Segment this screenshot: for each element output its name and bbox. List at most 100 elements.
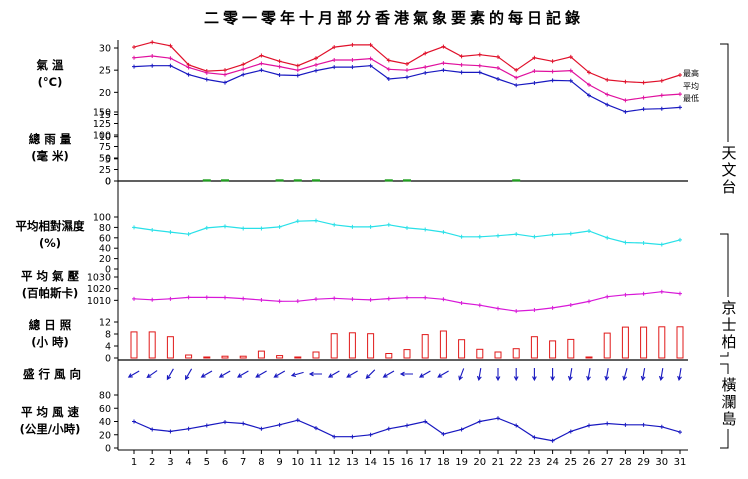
chart-title: 二零一零年十月部分香港氣象要素的每日記錄: [204, 9, 584, 27]
temperature-mean-point: [350, 57, 355, 62]
wind-speed-point: [405, 423, 409, 428]
sunshine-label-1: (小 時): [31, 335, 69, 349]
wind-speed-point: [423, 419, 428, 424]
wind-direction-arrow: [458, 368, 465, 381]
temperature-mean-point: [659, 93, 664, 98]
temperature-mean-point: [332, 57, 337, 62]
day-label: 15: [382, 457, 395, 468]
rainfall-tick-label: 50: [99, 154, 111, 165]
day-label: 5: [204, 457, 210, 468]
wind-direction-arrow: [513, 368, 519, 382]
wind-speed-point: [659, 424, 664, 429]
series-label-min: 最低: [683, 93, 699, 103]
wind-speed-tick-label: 40: [99, 417, 111, 428]
temperature-min-point: [678, 105, 682, 110]
humidity-point: [223, 224, 227, 229]
sunshine-bar: [130, 331, 138, 359]
humidity-point: [659, 242, 664, 247]
pressure-point: [314, 297, 318, 302]
wind-direction-arrow: [604, 368, 610, 382]
day-label: 8: [258, 457, 264, 468]
sunshine-bar: [439, 330, 447, 359]
sunshine-bar: [166, 336, 174, 359]
rainfall-bar: [384, 179, 393, 182]
wind-speed-tick-label: 60: [99, 404, 111, 415]
humidity-point: [587, 229, 591, 234]
temperature-min-point: [441, 68, 446, 73]
observatory-label-char: 台: [721, 178, 736, 196]
pressure-point: [605, 294, 610, 299]
temperature-max-point: [223, 68, 227, 73]
pressure-point: [223, 295, 227, 300]
wind-direction-arrow: [146, 370, 158, 379]
day-label: 28: [619, 457, 632, 468]
temperature-mean-point: [132, 55, 136, 60]
wind-speed-point: [295, 418, 300, 423]
temperature-label-1: (°C): [38, 75, 63, 89]
wind-speed-point: [587, 423, 591, 428]
temperature-min-point: [386, 77, 391, 82]
temperature-min-point: [477, 70, 482, 75]
wind-speed-label-0: 平 均 風 速: [21, 405, 80, 419]
kings-park-bracket: [720, 233, 729, 357]
pressure-point: [641, 291, 646, 296]
temperature-mean-point: [204, 70, 209, 75]
pressure-tick-label: 1030: [87, 273, 111, 284]
day-label: 12: [328, 457, 341, 468]
day-label: 3: [167, 457, 173, 468]
temperature-min-line: [133, 65, 681, 113]
wind-speed-tick-label: 20: [99, 430, 111, 441]
wind-speed-point: [204, 423, 209, 428]
temperature-min-point: [623, 109, 628, 114]
temperature-tick-label: 15: [99, 110, 111, 121]
temperature-mean-point: [587, 82, 591, 87]
pressure-point: [405, 295, 409, 300]
temperature-min-point: [514, 83, 519, 88]
temperature-max-point: [477, 52, 482, 57]
wind-speed-point: [186, 426, 191, 431]
humidity-point: [459, 234, 464, 239]
temperature-mean-point: [186, 65, 191, 70]
wind-speed-point: [223, 420, 227, 425]
temperature-mean-point: [423, 65, 428, 70]
wind-direction-arrow: [255, 370, 267, 378]
humidity-point: [386, 222, 391, 227]
temperature-tick-label: 20: [99, 88, 111, 99]
observatory-label-char: 文: [721, 161, 736, 179]
humidity-point: [641, 241, 646, 245]
humidity-point: [568, 231, 573, 236]
pressure-point: [368, 297, 373, 302]
temperature-max-point: [277, 59, 282, 64]
temperature-max-point: [368, 42, 373, 47]
pressure-point: [295, 299, 300, 304]
wind-speed-point: [568, 429, 573, 434]
rainfall-bar: [275, 179, 284, 182]
wind-direction-arrow: [437, 370, 449, 378]
wind-direction-arrow: [166, 368, 174, 381]
temperature-max-point: [659, 78, 664, 83]
temperature-max-point: [532, 55, 537, 60]
temperature-tick-label: 30: [99, 44, 111, 55]
series-label-mean: 平均: [683, 81, 699, 91]
wind-direction-arrow: [476, 368, 482, 382]
wind-direction-arrow: [327, 370, 340, 378]
temperature-min-point: [223, 80, 227, 85]
wind-direction-arrow: [382, 370, 395, 378]
wind-speed-point: [678, 430, 682, 435]
temperature-min-point: [350, 65, 355, 70]
kings-park-label-char: 士: [721, 316, 736, 334]
temperature-mean-point: [295, 68, 300, 73]
day-label: 6: [222, 457, 228, 468]
wind-direction-arrow: [567, 368, 573, 382]
rainfall-bar: [202, 179, 211, 182]
kings-park-label-char: 柏: [721, 333, 736, 351]
temperature-max-point: [605, 77, 610, 82]
sunshine-label-0: 總 日 照: [29, 318, 72, 332]
wind-direction-arrow: [200, 370, 213, 378]
day-label: 4: [185, 457, 191, 468]
temperature-tick-label: 10: [99, 132, 111, 143]
day-label: 23: [528, 457, 541, 468]
sunshine-bar: [676, 326, 684, 359]
temperature-max-point: [623, 79, 628, 84]
day-label: 14: [364, 457, 377, 468]
